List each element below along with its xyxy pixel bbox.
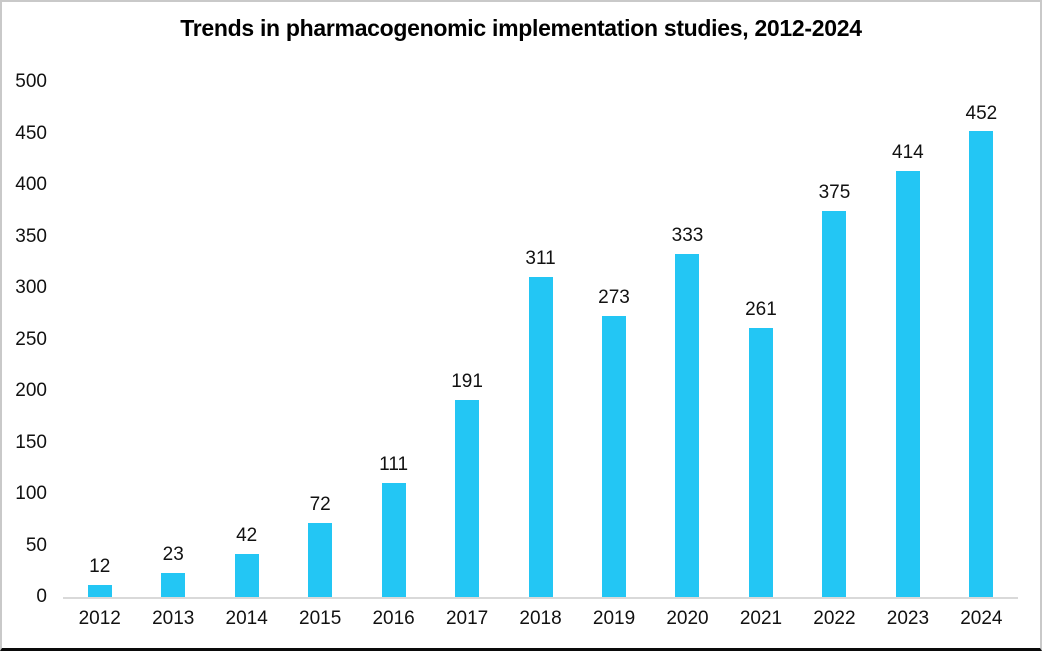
x-tick-label: 2017: [445, 608, 489, 629]
x-tick-label: 2018: [519, 608, 562, 629]
x-tick-label: 2024: [960, 608, 1003, 629]
bar-column: 72: [283, 82, 356, 597]
bar: [234, 553, 259, 597]
y-tick-label: 400: [15, 174, 47, 195]
x-tick-label: 2020: [666, 608, 709, 629]
bar: [455, 400, 480, 597]
bar-data-label: 261: [745, 299, 777, 321]
bar-data-label: 191: [451, 371, 483, 393]
x-tick-label: 2021: [739, 608, 783, 629]
bar-column: 23: [136, 82, 209, 597]
bar-column: 261: [724, 82, 797, 597]
bar-data-label: 375: [818, 181, 851, 203]
bar-data-label: 311: [525, 247, 556, 269]
x-tick-label: 2019: [592, 608, 636, 629]
y-tick-label: 300: [15, 277, 47, 298]
bar: [161, 573, 186, 597]
bar-column: 452: [945, 82, 1018, 597]
y-tick-label: 0: [36, 586, 47, 607]
y-tick-label: 500: [15, 71, 47, 92]
plot-area: 12 23 42 72 111 191 311 273 333 261 375 414 452: [63, 82, 1018, 599]
bar-column: 375: [798, 82, 871, 597]
bar: [748, 328, 773, 597]
bar: [602, 315, 627, 597]
bar: [969, 131, 994, 597]
bar-data-label: 414: [892, 141, 924, 163]
bar: [675, 254, 700, 597]
bar-column: 111: [357, 82, 430, 597]
bars-row: 12 23 42 72 111 191 311 273 333 261 375 414 452: [63, 82, 1018, 597]
y-tick-label: 150: [15, 431, 47, 453]
x-tick-label: 2022: [813, 608, 856, 629]
bar-column: 273: [577, 82, 650, 597]
y-tick-label: 450: [15, 122, 47, 144]
x-tick-label: 2023: [886, 608, 930, 629]
y-tick-label: 200: [15, 380, 47, 401]
x-tick-label: 2014: [225, 608, 268, 629]
bar-column: 311: [504, 82, 577, 597]
bar-column: 42: [210, 82, 283, 597]
bar-data-label: 111: [379, 453, 409, 475]
x-axis-labels: 2012 2013 2014 2015 2016 2017 2018 2019 2020 2021…: [63, 608, 1018, 630]
y-axis: 0 50 100 150 200 250 300 350 400 450 500: [2, 71, 47, 607]
bar: [381, 482, 406, 597]
x-tick-label: 2015: [299, 608, 342, 629]
bar-data-label: 12: [89, 555, 111, 577]
x-axis-line: [63, 597, 1018, 599]
bar: [528, 276, 553, 597]
bar: [822, 210, 847, 597]
bar-data-label: 273: [598, 286, 630, 308]
bar: [87, 584, 112, 597]
bar-data-label: 23: [162, 544, 184, 566]
chart-title: Trends in pharmacogenomic implementation…: [180, 15, 862, 41]
bar-data-label: 333: [671, 225, 704, 247]
bar-data-label: 452: [965, 102, 998, 124]
bar-data-label: 42: [236, 524, 258, 546]
bar-column: 333: [651, 82, 724, 597]
bar-column: 414: [871, 82, 944, 597]
x-tick-label: 2012: [78, 608, 121, 629]
bar: [308, 522, 333, 597]
bar-data-label: 72: [309, 494, 331, 515]
y-tick-label: 250: [15, 328, 47, 350]
bar-column: 12: [63, 82, 136, 597]
x-tick-label: 2016: [372, 608, 415, 629]
y-tick-label: 50: [25, 534, 47, 556]
bar: [895, 170, 920, 597]
bar-column: 191: [430, 82, 503, 597]
x-tick-label: 2013: [152, 608, 195, 629]
y-tick-label: 350: [15, 225, 47, 247]
y-tick-label: 100: [15, 483, 47, 504]
